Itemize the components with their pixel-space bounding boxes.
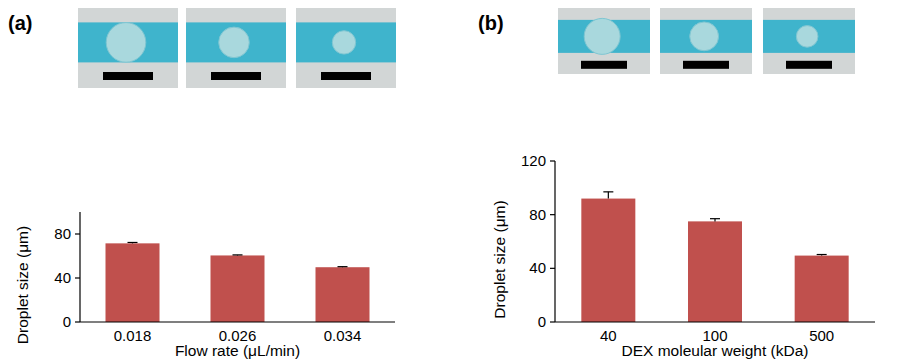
- image-background: [78, 8, 178, 88]
- droplet: [332, 31, 355, 54]
- y-tick: [550, 214, 555, 215]
- error-cap: [233, 254, 243, 255]
- inset-image: [296, 8, 396, 88]
- image-background: [558, 8, 650, 74]
- inset-image: [186, 8, 286, 88]
- image-background: [660, 8, 752, 74]
- inset-image: [558, 8, 650, 74]
- x-axis: [555, 321, 875, 322]
- error-bar: [233, 254, 243, 256]
- y-tick: [550, 268, 555, 269]
- x-tick-label: 0.018: [114, 327, 152, 344]
- channel: [78, 22, 178, 62]
- scale-bar: [211, 72, 261, 80]
- inset-image: [763, 8, 855, 74]
- image-background: [186, 8, 286, 88]
- bar: [688, 221, 742, 322]
- y-tick-label: 0: [538, 313, 546, 330]
- x-tick-label: 40: [600, 327, 617, 344]
- scale-bar: [786, 61, 832, 69]
- channel: [660, 20, 752, 53]
- bar: [211, 255, 265, 322]
- y-axis-label: Droplet size (μm): [491, 200, 508, 318]
- panel-label: (b): [478, 12, 504, 34]
- x-axis-label: DEX moleular weight (kDa): [622, 342, 809, 359]
- bar: [316, 267, 370, 322]
- bar: [795, 256, 849, 322]
- x-tick-label: 0.034: [324, 327, 362, 344]
- y-axis: [554, 161, 555, 322]
- image-background: [296, 8, 396, 88]
- scale-bar: [683, 61, 729, 69]
- y-tick: [550, 321, 555, 322]
- y-tick-label: 80: [54, 225, 71, 242]
- error-cap: [338, 266, 348, 267]
- error-bar: [128, 242, 138, 244]
- figure: (a)040800.0180.0260.034Flow rate (μL/min…: [0, 0, 907, 360]
- scale-bar: [581, 61, 627, 69]
- x-axis: [80, 321, 395, 322]
- panel: (b)0408012040100500DEX moleular weight (…: [478, 8, 875, 359]
- error-cap: [603, 191, 613, 192]
- y-tick-label: 40: [529, 259, 546, 276]
- droplet: [106, 23, 146, 63]
- y-tick: [550, 160, 555, 161]
- error-stem: [608, 192, 609, 199]
- bars: [581, 192, 848, 322]
- error-bar: [603, 192, 613, 199]
- panel-label: (a): [8, 12, 32, 34]
- droplet: [219, 27, 250, 58]
- panel: (a)040800.0180.0260.034Flow rate (μL/min…: [8, 8, 396, 359]
- inset-image: [660, 8, 752, 74]
- y-tick-label: 120: [521, 152, 546, 169]
- droplet: [584, 18, 620, 54]
- y-axis-label: Droplet size (μm): [14, 226, 31, 344]
- image-background: [763, 8, 855, 74]
- error-cap: [710, 218, 720, 219]
- channel: [186, 22, 286, 62]
- error-cap: [817, 254, 827, 255]
- error-cap: [128, 242, 138, 243]
- x-axis-label: Flow rate (μL/min): [175, 342, 300, 359]
- bar: [581, 199, 635, 322]
- y-tick: [75, 321, 80, 322]
- droplet: [796, 26, 818, 48]
- y-tick: [75, 277, 80, 278]
- error-bar: [338, 266, 348, 268]
- bars: [106, 242, 370, 322]
- channel: [763, 20, 855, 53]
- droplet: [690, 22, 719, 51]
- error-bar: [817, 255, 827, 256]
- scale-bar: [321, 72, 371, 80]
- y-tick: [75, 233, 80, 234]
- y-axis: [79, 212, 80, 322]
- y-tick-label: 40: [54, 269, 71, 286]
- scale-bar: [103, 72, 153, 80]
- bar: [106, 243, 160, 322]
- x-tick-label: 500: [809, 327, 834, 344]
- y-tick-label: 0: [63, 313, 71, 330]
- y-tick-label: 80: [529, 206, 546, 223]
- error-bar: [710, 219, 720, 222]
- channel: [296, 22, 396, 62]
- inset-image: [78, 8, 178, 88]
